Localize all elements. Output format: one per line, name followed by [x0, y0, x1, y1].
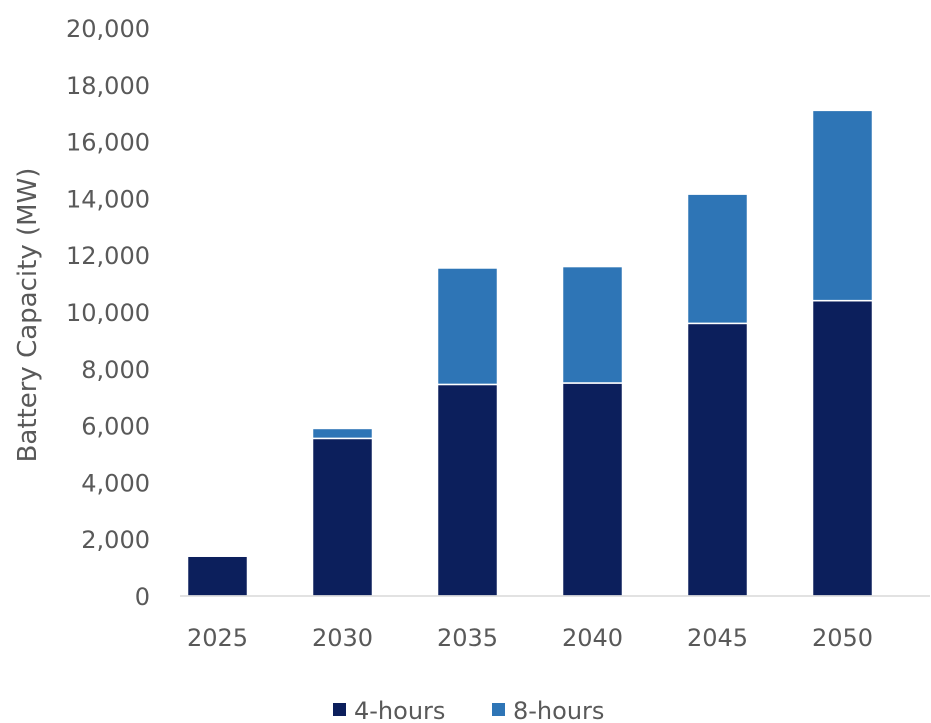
y-tick-label: 8,000	[81, 356, 150, 384]
y-tick-label: 2,000	[81, 526, 150, 554]
x-tick-label: 2050	[812, 624, 873, 652]
y-tick-label: 12,000	[66, 242, 150, 270]
y-tick-label: 6,000	[81, 413, 150, 441]
bar-8-hours	[561, 265, 624, 384]
x-tick-label: 2045	[687, 624, 748, 652]
y-tick-label: 0	[135, 583, 150, 611]
y-tick-label: 4,000	[81, 469, 150, 497]
legend-swatch	[492, 703, 505, 716]
bar-8-hours	[311, 427, 374, 440]
bar-4-hours	[811, 299, 874, 597]
bar-8-hours	[811, 109, 874, 302]
bar-8-hours	[436, 267, 499, 386]
x-tick-label: 2035	[437, 624, 498, 652]
x-axis-ticks: 2025 2030 2035 2040 2045 2050	[187, 624, 873, 652]
y-tick-label: 16,000	[66, 129, 150, 157]
bar-8-hours	[686, 193, 749, 325]
bar-4-hours	[311, 437, 374, 597]
legend-swatch	[333, 703, 346, 716]
x-tick-label: 2030	[312, 624, 373, 652]
bar-4-hours	[686, 322, 749, 597]
legend: 4-hours 8-hours	[333, 697, 604, 723]
y-tick-label: 10,000	[66, 299, 150, 327]
y-axis-title: Battery Capacity (MW)	[13, 168, 43, 463]
bar-4-hours	[436, 383, 499, 597]
legend-label: 8-hours	[513, 697, 604, 723]
bars	[186, 109, 874, 597]
x-tick-label: 2025	[187, 624, 248, 652]
y-tick-label: 14,000	[66, 185, 150, 213]
y-tick-label: 20,000	[66, 15, 150, 43]
y-tick-label: 18,000	[66, 72, 150, 100]
bar-4-hours	[186, 555, 249, 597]
x-tick-label: 2040	[562, 624, 623, 652]
y-axis-ticks: 0 2,000 4,000 6,000 8,000 10,000 12,000 14,000 1…	[66, 15, 150, 611]
legend-label: 4-hours	[354, 697, 445, 723]
bar-4-hours	[561, 382, 624, 597]
